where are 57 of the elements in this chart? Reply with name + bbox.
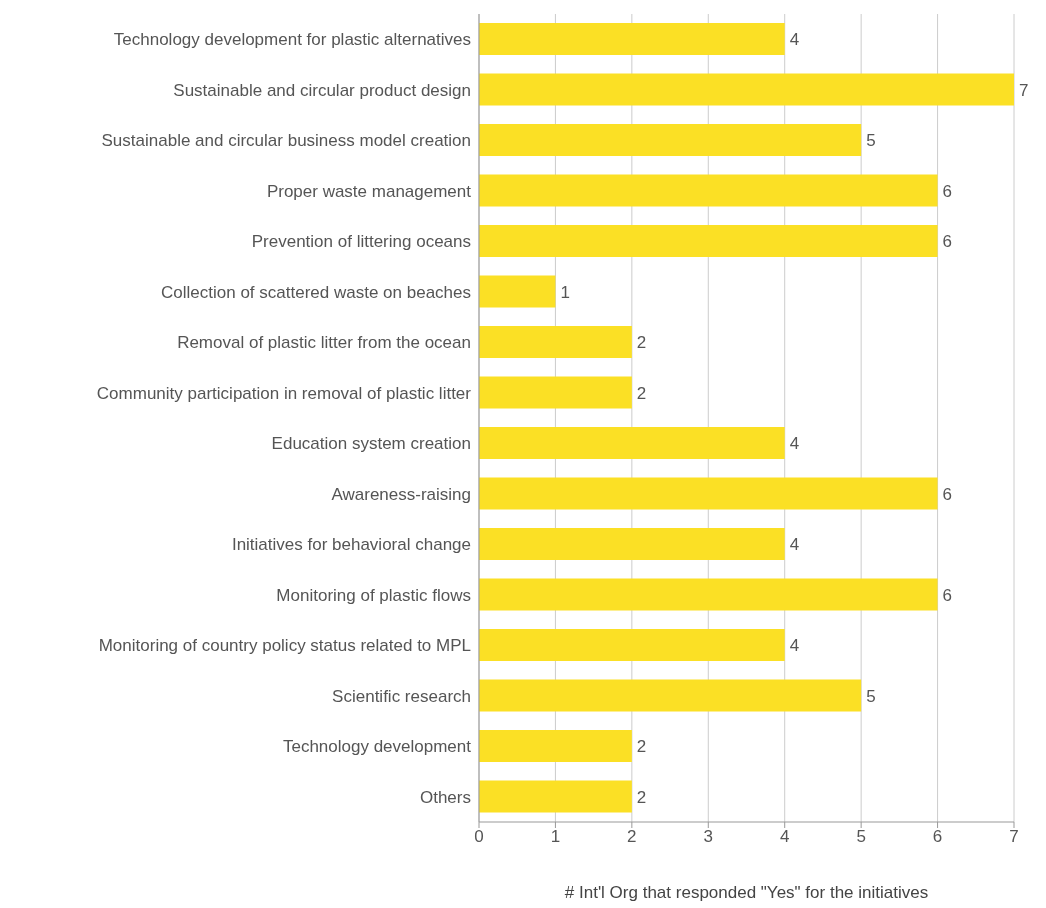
y-tick-label: Technology development	[282, 737, 472, 757]
y-tick-label: Initiatives for behavioral change	[231, 535, 471, 555]
x-tick-label: 5	[856, 827, 866, 847]
y-tick-label: Sustainable and circular product design	[173, 80, 471, 100]
bar	[479, 174, 938, 207]
y-tick-label: Others	[419, 787, 471, 807]
data-label: 7	[1019, 80, 1029, 100]
bar	[479, 679, 862, 712]
x-tick-label: 3	[703, 827, 714, 847]
data-label: 5	[866, 686, 876, 706]
data-label: 4	[789, 535, 800, 555]
data-label: 4	[789, 30, 800, 50]
y-tick-label: Monitoring of plastic flows	[276, 585, 471, 605]
y-tick-label: Awareness-raising	[331, 484, 471, 504]
data-label: 6	[942, 232, 953, 252]
x-tick-label: 2	[627, 827, 637, 847]
data-label: 5	[866, 131, 876, 151]
data-label: 2	[636, 333, 647, 353]
bar	[479, 578, 938, 611]
y-tick-label: Scientific research	[332, 686, 471, 706]
bar	[479, 629, 785, 661]
data-label: 4	[789, 636, 800, 656]
x-axis-title: # Int'l Org that responded "Yes" for the initiatives	[564, 883, 929, 902]
x-tick-label: 7	[1009, 827, 1019, 847]
bar	[479, 23, 785, 55]
bar	[479, 225, 938, 257]
data-label: 2	[636, 737, 647, 757]
x-tick-label: 1	[550, 827, 561, 847]
y-tick-label: Technology development for plastic alternatives	[113, 30, 471, 50]
bar	[479, 427, 785, 459]
y-tick-label: Prevention of littering oceans	[251, 232, 471, 252]
y-tick-label: Collection of scattered waste on beaches	[161, 282, 471, 302]
x-tick-label: 6	[932, 827, 943, 847]
bar	[479, 730, 632, 762]
bar	[479, 376, 632, 409]
x-tick-label: 0	[474, 827, 484, 847]
bar	[479, 73, 1014, 106]
y-tick-label: Sustainable and circular business model creation	[101, 131, 471, 151]
data-label: 6	[942, 585, 953, 605]
data-label: 6	[942, 484, 953, 504]
x-tick-label: 4	[779, 827, 790, 847]
y-tick-label: Community participation in removal of plastic litter	[96, 383, 472, 403]
data-label: 1	[560, 282, 570, 302]
data-label: 6	[942, 181, 953, 201]
bar	[479, 780, 632, 813]
bar	[479, 326, 632, 358]
y-tick-label: Monitoring of country policy status related to MPL	[98, 636, 471, 656]
data-label: 2	[636, 383, 647, 403]
y-tick-label: Education system creation	[271, 434, 471, 454]
bar	[479, 528, 785, 560]
bar	[479, 477, 938, 510]
bar	[479, 275, 556, 308]
bar	[479, 124, 862, 156]
y-tick-label: Proper waste management	[266, 181, 472, 201]
data-label: 4	[789, 434, 800, 454]
data-label: 2	[636, 787, 647, 807]
y-tick-label: Removal of plastic litter from the ocean	[177, 333, 471, 353]
